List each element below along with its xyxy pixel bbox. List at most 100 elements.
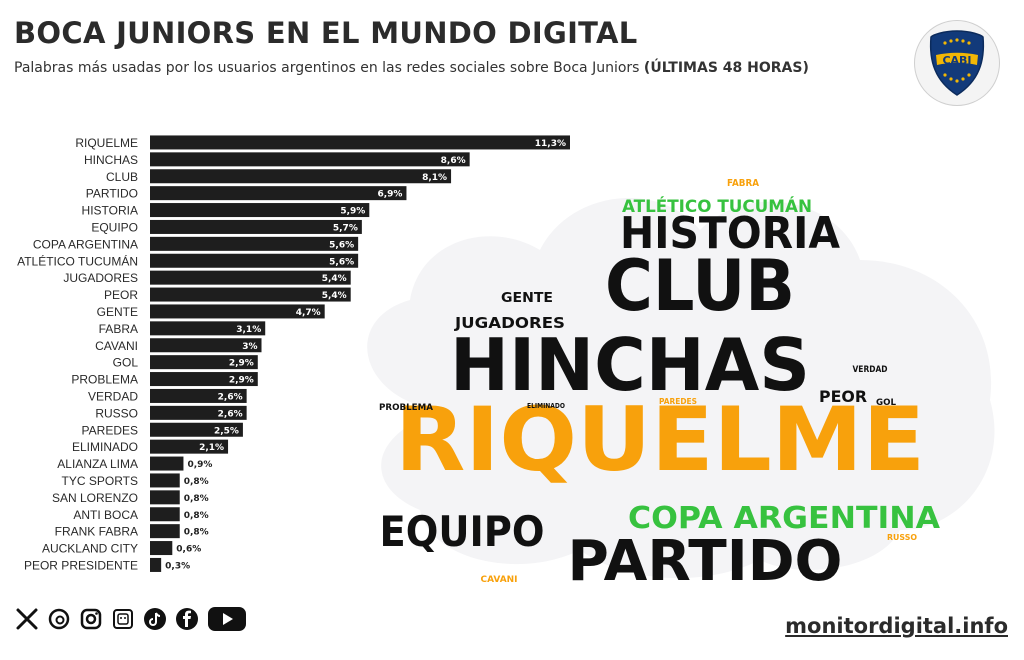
value-label: 3,1% [236,325,261,335]
category-label: PEOR [104,288,138,302]
x-icon[interactable] [14,606,40,632]
category-label: FRANK FABRA [55,525,138,539]
category-label: HISTORIA [82,204,138,218]
bar [150,456,184,471]
value-label: 0,8% [184,494,209,504]
category-label: SAN LORENZO [52,491,138,505]
bar [150,338,262,353]
cloud-word: PARTIDO [568,529,843,590]
value-label: 0,3% [165,561,190,571]
bar [150,388,247,403]
cloud-word: PAREDES [659,397,697,406]
value-label: 6,9% [377,190,402,200]
cloud-word: GOL [876,398,896,408]
value-label: 5,6% [329,257,354,267]
value-label: 2,9% [229,376,254,386]
bar [150,490,180,505]
value-label: 11,3% [535,139,566,149]
cloud-word: PROBLEMA [379,403,433,413]
category-label: COPA ARGENTINA [33,237,138,251]
bar [150,135,570,150]
category-label: CAVANI [95,339,138,353]
telegram-icon[interactable] [110,606,136,632]
bar [150,203,370,218]
instagram-icon[interactable] [78,606,104,632]
category-label: ELIMINADO [72,440,138,454]
facebook-icon[interactable] [174,606,200,632]
bar [150,524,180,539]
bar [150,541,173,556]
bar [150,473,180,488]
cloud-word: PEOR [819,387,867,406]
bar [150,439,229,454]
category-label: GOL [113,356,139,370]
cloud-word: FABRA [727,178,759,189]
value-label: 0,6% [176,545,201,555]
bar [150,405,247,420]
value-label: 0,9% [187,460,212,470]
crest-icon: CABJ [929,30,985,96]
value-label: 2,6% [218,392,243,402]
bar [150,355,258,370]
value-label: 3% [242,342,257,352]
category-label: RIQUELME [75,136,138,150]
cloud-word: HINCHAS [450,323,810,407]
value-label: 0,8% [184,477,209,487]
cloud-word: COPA ARGENTINA [628,501,941,536]
cloud-shape [367,197,995,579]
subtitle-period: (ÚLTIMAS 48 HORAS) [643,60,809,76]
tiktok-icon[interactable] [142,606,168,632]
threads-icon[interactable] [46,606,72,632]
category-label: PROBLEMA [71,373,138,387]
bar-chart: RIQUELME 11,3% HINCHAS 8,6% CLUB 8,1% PARTIDO 6… [17,135,570,572]
social-icons-row [14,606,248,632]
value-label: 8,6% [441,156,466,166]
category-label: RUSSO [95,406,138,420]
category-label: PAREDES [82,423,138,437]
bar [150,304,325,319]
value-label: 2,6% [218,409,243,419]
club-crest-logo: CABJ [914,20,1000,106]
category-label: TYC SPORTS [62,474,138,488]
cloud-word: RIQUELME [395,388,925,491]
cloud-word: RUSSO [887,533,917,542]
value-label: 2,1% [199,443,224,453]
value-label: 4,7% [296,308,321,318]
site-link[interactable]: monitordigital.info [785,614,1008,638]
cloud-word: ELIMINADO [527,402,565,410]
bar [150,270,351,285]
category-label: ANTI BOCA [73,508,138,522]
value-label: 2,9% [229,359,254,369]
bar [150,321,266,336]
category-label: FABRA [99,322,138,336]
value-label: 5,9% [340,207,365,217]
category-label: AUCKLAND CITY [42,542,138,556]
cloud-word: ATLÉTICO TUCUMÁN [622,195,812,217]
cloud-word: VERDAD [853,365,888,375]
bar [150,186,407,201]
category-label: CLUB [106,170,138,184]
value-label: 5,6% [329,240,354,250]
bar [150,152,470,167]
cloud-word: CAVANI [481,575,518,585]
category-label: JUGADORES [63,271,138,285]
cloud-word: HISTORIA [620,208,840,259]
category-label: EQUIPO [91,220,138,234]
bar [150,219,362,234]
cloud-word: GENTE [501,291,553,306]
cloud-word: JUGADORES [454,314,565,332]
youtube-icon[interactable] [206,606,248,632]
crest-lettering: CABJ [942,54,971,67]
category-label: ALIANZA LIMA [57,457,138,471]
bar [150,236,359,251]
category-label: GENTE [97,305,138,319]
value-label: 5,7% [333,223,358,233]
subtitle-text: Palabras más usadas por los usuarios arg… [14,60,640,76]
value-label: 5,4% [322,274,347,284]
cloud-word: EQUIPO [380,507,545,556]
bar [150,287,351,302]
bar [150,253,359,268]
value-label: 8,1% [422,173,447,183]
bar [150,422,243,437]
